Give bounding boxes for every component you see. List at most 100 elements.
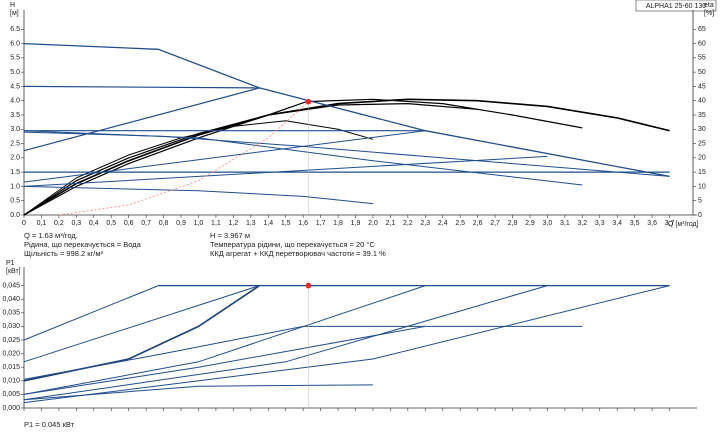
y2-tick-label: 40 [698,98,706,105]
x-tick-label: 3,7 [665,220,675,227]
y2-unit: [%] [704,10,714,17]
x-tick-label: 1,3 [246,220,256,227]
curve [23,98,583,216]
y2-tick-label: 55 [698,55,706,62]
info: Температура рідини, що перекачується = 2… [210,240,375,249]
y-tick-label: 5.5 [10,55,20,62]
y2-tick-label: 20 [698,155,706,162]
y-label: P1 [6,260,15,267]
x-tick-label: 0,9 [176,220,186,227]
curve [23,284,260,382]
curve [23,102,478,216]
y-tick-label: 5.0 [10,69,20,76]
x-tick-label: 0,7 [141,220,151,227]
curve [23,285,670,404]
y-tick-label: 2.5 [10,140,20,147]
x-tick-label: 2,1 [386,220,396,227]
x-tick-label: 0,1 [37,220,47,227]
info: ККД агрегат + ККД перетворювач частоти =… [210,249,386,258]
y2-tick-label: 65 [698,26,706,33]
y2-tick-label: 0 [698,212,702,219]
info: Щільність = 998.2 кг/м³ [24,249,104,258]
x-tick-label: 1,6 [298,220,308,227]
y-label: H [10,2,15,9]
y-tick-label: 0,040 [2,296,20,303]
x-tick-label: 0 [22,220,26,227]
curve [23,285,426,395]
x-tick-label: 0,5 [106,220,116,227]
x-tick-label: 0,4 [89,220,99,227]
y-tick-label: 0,045 [2,282,20,289]
curve [23,98,670,216]
y-tick-label: 0,030 [2,323,20,330]
curve [23,131,670,177]
curve [23,384,373,401]
y2-tick-label: 35 [698,112,706,119]
y2-tick-label: 30 [698,126,706,133]
y-tick-label: 0,035 [2,310,20,317]
y2-tick-label: 50 [698,69,706,76]
y2-tick-label: 45 [698,83,706,90]
y-tick-label: 0,005 [2,391,20,398]
x-tick-label: 3,3 [595,220,605,227]
x-tick-label: 2,8 [508,220,518,227]
y-tick-label: 2.0 [10,155,20,162]
x-tick-label: 1,2 [229,220,239,227]
x-tick-label: 1,5 [281,220,291,227]
curve [23,285,159,341]
y-tick-label: 3.5 [10,112,20,119]
x-tick-label: 0,2 [54,220,64,227]
y-tick-label: 0.5 [10,198,20,205]
x-label: Q [м³/год] [668,221,699,228]
y2-label: eta [704,2,714,9]
y2-tick-label: 15 [698,169,706,176]
y-tick-label: 1.5 [10,169,20,176]
duty-point [305,282,312,289]
x-tick-label: 2,4 [438,220,448,227]
y-tick-label: 4.0 [10,98,20,105]
x-tick-label: 1,4 [263,220,273,227]
y-unit: [кВт] [6,268,21,275]
y2-tick-label: 10 [698,183,706,190]
x-tick-label: 1,8 [333,220,343,227]
y-tick-label: 0,025 [2,337,20,344]
x-tick-label: 1,0 [194,220,204,227]
x-tick-label: 2,2 [403,220,413,227]
y-tick-label: 6.0 [10,40,20,47]
x-tick-label: 2,6 [473,220,483,227]
x-tick-label: 1,7 [316,220,326,227]
y-tick-label: 1.0 [10,183,20,190]
y-tick-label: 0,020 [2,350,20,357]
x-tick-label: 3,2 [577,220,587,227]
curve [58,103,307,216]
curve [23,130,426,183]
y-tick-label: 0,000 [2,405,20,412]
x-tick-label: 2,5 [455,220,465,227]
y2-tick-label: 5 [698,198,702,205]
curve [23,285,548,401]
duty-point [305,98,312,105]
curve [23,285,260,363]
curve [23,185,373,205]
x-tick-label: 0,8 [159,220,169,227]
x-tick-label: 0,3 [71,220,81,227]
chart-title: ALPHA1 25-60 130 [646,3,706,10]
info: Q = 1.63 м³/год. [24,231,78,240]
y-tick-label: 6.5 [10,26,20,33]
curve [23,87,260,152]
y-tick-label: 4.5 [10,83,20,90]
x-tick-label: 1,1 [211,220,221,227]
x-tick-label: 3,4 [612,220,622,227]
curve [23,155,548,187]
x-tick-label: 1,9 [351,220,361,227]
x-tick-label: 3,0 [543,220,553,227]
x-tick-label: 3,1 [560,220,570,227]
title-box [635,0,717,12]
x-tick-label: 0,6 [124,220,134,227]
y-tick-label: 3.0 [10,126,20,133]
y2-tick-label: 25 [698,140,706,147]
x-tick-label: 3,6 [647,220,657,227]
x-tick-label: 3,5 [630,220,640,227]
y2-tick-label: 60 [698,40,706,47]
